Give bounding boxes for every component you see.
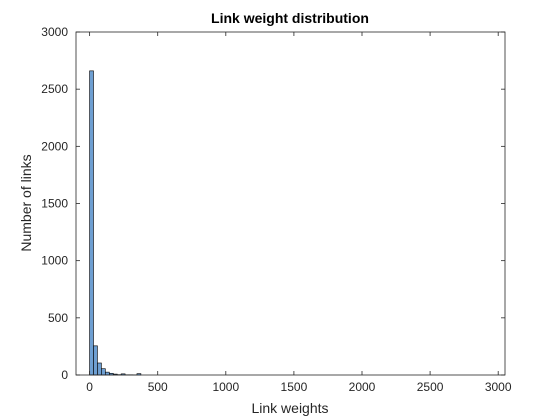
x-tick-label: 1000 bbox=[212, 380, 239, 394]
histogram-bar bbox=[101, 368, 106, 376]
y-tick-label: 1000 bbox=[41, 254, 68, 268]
histogram-bar bbox=[89, 70, 94, 376]
x-tick-label: 0 bbox=[86, 380, 93, 394]
y-tick-label: 1500 bbox=[41, 197, 68, 211]
y-ticks-group: 0 500 1000 1500 2000 2500 3000 bbox=[41, 25, 505, 382]
histogram-bar bbox=[97, 362, 102, 376]
histogram-bar bbox=[105, 371, 110, 376]
x-tick-label: 1500 bbox=[281, 380, 308, 394]
y-tick-label: 2000 bbox=[41, 139, 68, 153]
histogram-bar bbox=[93, 345, 98, 376]
y-tick-label: 0 bbox=[61, 368, 68, 382]
y-tick-label: 500 bbox=[48, 311, 68, 325]
x-tick-label: 2500 bbox=[417, 380, 444, 394]
x-ticks-group: 0 500 1000 1500 2000 2500 3000 bbox=[86, 32, 512, 394]
x-axis-label: Link weights bbox=[251, 400, 328, 416]
y-axis-label: Number of links bbox=[18, 154, 34, 251]
plot-area bbox=[76, 32, 505, 375]
x-tick-label: 2000 bbox=[349, 380, 376, 394]
x-tick-label: 500 bbox=[148, 380, 168, 394]
x-tick-label: 3000 bbox=[485, 380, 512, 394]
y-tick-label: 3000 bbox=[41, 25, 68, 39]
chart-title: Link weight distribution bbox=[211, 10, 369, 26]
y-tick-label: 2500 bbox=[41, 82, 68, 96]
